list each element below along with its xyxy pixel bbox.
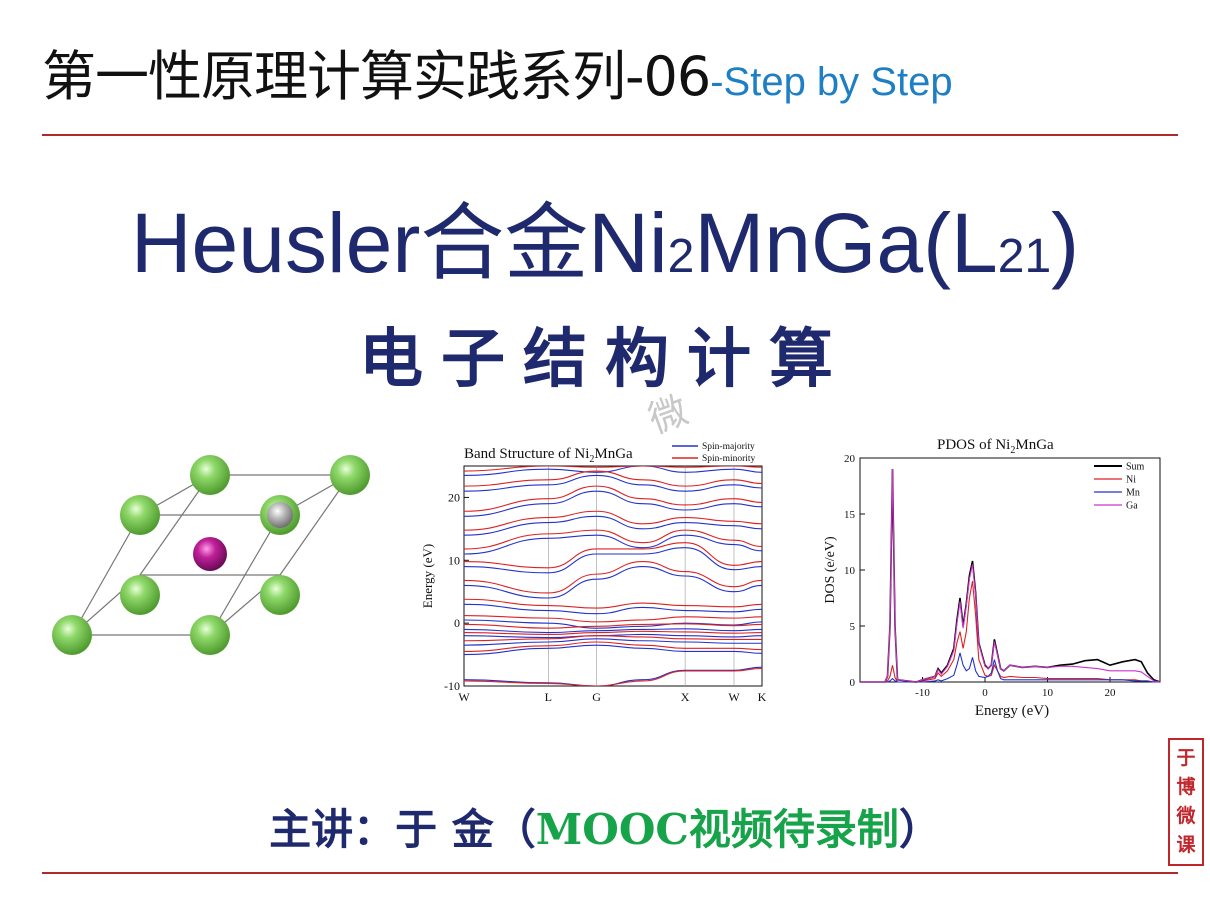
band-line-spin-majority [464, 547, 762, 574]
pdos-xtick-label: -10 [915, 687, 930, 699]
band-line-spin-majority [464, 534, 762, 555]
band-chart-ylabel: Energy (eV) [420, 544, 435, 608]
band-kpoint-label: W [728, 690, 740, 704]
series-title-sub: -Step by Step [710, 60, 953, 104]
band-ytick-label: 0 [454, 616, 460, 630]
pdos-ytick-label: 0 [850, 677, 856, 689]
band-ytick-label: 20 [448, 490, 460, 504]
pdos-line-sum [860, 469, 1161, 683]
band-chart-legend: Spin-majority Spin-minority [672, 442, 756, 464]
ni-atom [52, 615, 92, 655]
band-line-spin-minority [464, 470, 762, 487]
band-legend-label: Spin-majority [702, 442, 755, 452]
band-kpoint-label: W [458, 690, 470, 704]
band-line-spin-minority [464, 615, 762, 623]
ga-atom [267, 502, 293, 528]
pdos-chart: PDOS of Ni2MnGa 0 5 10 15 20 -10 0 10 20 Sum Ni Mn… [823, 437, 1161, 719]
band-kpoint-label: L [545, 690, 552, 704]
band-line-spin-minority [464, 510, 762, 531]
heading-part1: Heusler合金Ni [130, 196, 668, 290]
band-line-spin-minority [464, 466, 762, 472]
mn-atom [193, 537, 227, 571]
seal-char: 微 [1176, 805, 1196, 827]
band-structure-chart: Band Structure of Ni2MnGa -10 0 10 20 W L G X W K… [420, 442, 767, 704]
pdos-line-mn [860, 652, 1160, 683]
heading-sub2: 21 [997, 230, 1052, 283]
band-line-spin-minority [464, 529, 762, 550]
band-line-spin-majority [464, 490, 762, 517]
band-line-spin-majority [464, 566, 762, 599]
pdos-ytick-label: 20 [844, 453, 856, 465]
band-line-spin-majority [464, 628, 762, 634]
pdos-line-ni [860, 581, 1160, 683]
speaker-suffix: ） [898, 805, 941, 854]
unit-cell-edges [70, 474, 353, 636]
band-kpoint-label: K [758, 690, 767, 704]
bottom-divider [42, 872, 1178, 874]
band-line-spin-minority [464, 630, 762, 636]
pdos-line-ga [860, 469, 1161, 683]
pdos-chart-title: PDOS of Ni2MnGa [937, 437, 1054, 456]
pdos-xtick-label: 0 [982, 687, 988, 699]
band-line-spin-majority [464, 633, 762, 639]
pdos-chart-legend: Sum Ni Mn Ga [1094, 462, 1145, 512]
heading-part3: ) [1051, 196, 1080, 290]
series-title: 第一性原理计算实践系列-06-Step by Step [42, 32, 953, 111]
heading-sub1: 2 [667, 230, 695, 283]
ni-atom [260, 575, 300, 615]
speaker-line: 主讲：于 金（MOOC视频待录制） [0, 796, 1210, 857]
band-line-spin-majority [464, 666, 762, 686]
seal-char: 课 [1176, 834, 1196, 856]
band-line-spin-majority [464, 603, 762, 615]
pdos-chart-xlabel: Energy (eV) [975, 703, 1049, 719]
band-line-spin-minority [464, 623, 762, 629]
band-line-spin-majority [464, 619, 762, 629]
pdos-ytick-label: 10 [844, 565, 856, 577]
pdos-chart-ylabel: DOS (e/eV) [823, 536, 838, 604]
band-line-spin-minority [464, 560, 762, 594]
crystal-structure-illustration [52, 455, 370, 655]
band-line-spin-majority [464, 644, 762, 656]
band-line-spin-minority [464, 598, 762, 609]
speaker-prefix: 主讲：于 金（ [269, 805, 536, 854]
band-chart-title: Band Structure of Ni2MnGa [464, 446, 633, 465]
band-line-spin-minority [464, 667, 762, 686]
band-line-spin-majority [464, 515, 762, 536]
top-divider [42, 134, 1178, 136]
mooc-note: MOOC视频待录制 [535, 805, 899, 854]
pdos-legend-label: Ni [1126, 475, 1136, 486]
pdos-xtick-label: 10 [1042, 687, 1054, 699]
heading-part2: MnGa(L [694, 196, 998, 290]
ni-atom [120, 575, 160, 615]
band-line-spin-majority [464, 638, 762, 646]
pdos-legend-label: Sum [1126, 462, 1145, 473]
pdos-xtick-label: 20 [1105, 687, 1117, 699]
seal-char: 于 [1176, 747, 1196, 769]
band-ytick-label: 10 [448, 553, 460, 567]
lecture-heading: Heusler合金Ni2MnGa(L21) [0, 176, 1210, 297]
series-title-main: 第一性原理计算实践系列-06 [42, 45, 711, 108]
band-line-spin-minority [464, 635, 762, 642]
ni-atom [120, 495, 160, 535]
pdos-legend-label: Mn [1126, 488, 1140, 499]
ni-atom [190, 615, 230, 655]
band-kpoint-label: X [681, 690, 690, 704]
band-line-spin-minority [464, 485, 762, 512]
band-line-spin-minority [464, 641, 762, 652]
band-ytick-label: -10 [444, 679, 460, 693]
pdos-ytick-label: 15 [844, 509, 856, 521]
seal-char: 博 [1176, 776, 1196, 798]
band-line-spin-minority [464, 542, 762, 569]
lecture-subheading: 电子结构计算 [359, 322, 851, 397]
band-line-spin-majority [464, 474, 762, 492]
pdos-ytick-label: 5 [850, 621, 856, 633]
band-plot-frame [463, 465, 763, 687]
ni-atom [190, 455, 230, 495]
seal-stamp: 于 博 微 课 [1168, 738, 1204, 866]
band-legend-label: Spin-minority [702, 454, 756, 464]
pdos-legend-label: Ga [1126, 501, 1138, 512]
band-kpoint-label: G [592, 690, 601, 704]
ni-atom [330, 455, 370, 495]
